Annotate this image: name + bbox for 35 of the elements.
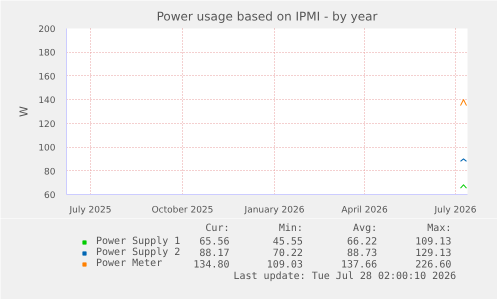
legend-label: Power Supply 2 (96, 247, 180, 258)
legend-label: Power Meter (96, 258, 162, 269)
text: 65.56 (199, 236, 230, 248)
x-tick-label: July 2025 (68, 206, 112, 216)
y-tick-label: 100 (38, 144, 56, 154)
text: 88.73 (347, 248, 378, 260)
text: Last update: Tue Jul 28 02:00:10 2026 (233, 271, 456, 282)
x-tick-label: January 2026 (244, 206, 305, 216)
text: 70.22 (272, 248, 303, 260)
text: Min: (278, 223, 303, 234)
text: 134.80 (193, 260, 230, 270)
text: Max: (427, 223, 452, 234)
y-axis-title: W (17, 106, 30, 117)
x-tick-label: July 2026 (434, 206, 477, 216)
text: 129.13 (415, 248, 452, 260)
text: 109.03 (266, 260, 303, 270)
text: Avg: (353, 223, 378, 234)
x-tick-label: April 2026 (341, 206, 388, 216)
text: 66.22 (347, 236, 378, 248)
text: Cur: (205, 223, 230, 234)
y-tick-label: 140 (38, 96, 56, 106)
text: 226.60 (415, 260, 452, 270)
y-tick-label: 80 (44, 167, 56, 178)
text: 109.13 (415, 236, 452, 248)
y-tick-label: 180 (38, 48, 56, 59)
y-tick-label: 200 (38, 25, 56, 35)
y-tick-label: 160 (38, 72, 56, 82)
text: 88.17 (199, 248, 230, 260)
chart-title: Power usage based on IPMI - by year (156, 10, 378, 24)
text: 137.66 (341, 260, 378, 270)
x-tick-label: October 2025 (152, 206, 214, 216)
legend-label: Power Supply 1 (96, 236, 180, 247)
text: 45.55 (272, 236, 303, 248)
y-tick-label: 120 (38, 120, 56, 130)
y-tick-label: 60 (44, 191, 56, 201)
